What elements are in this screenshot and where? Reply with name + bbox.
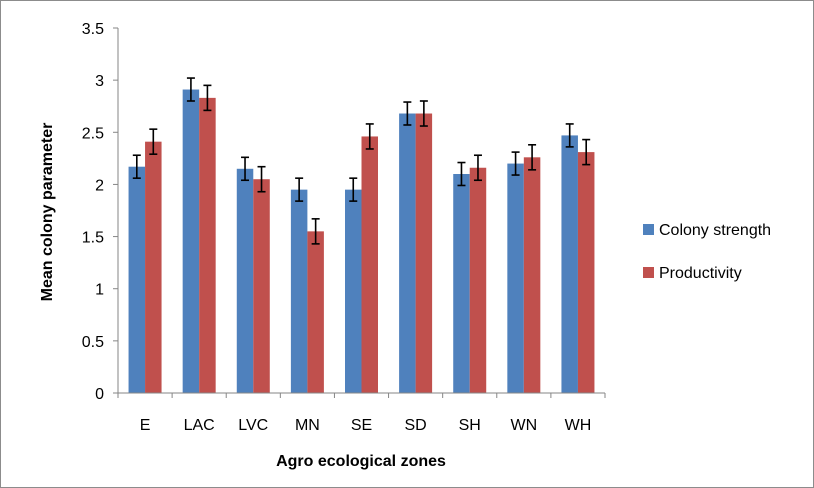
x-tick-label-se: SE bbox=[351, 417, 372, 434]
legend-label-productivity: Productivity bbox=[659, 265, 742, 282]
legend-swatch-colony-strength bbox=[643, 224, 654, 235]
y-tick-label: 3.5 bbox=[82, 21, 104, 38]
legend: Colony strength Productivity bbox=[643, 222, 771, 282]
y-tick-label: 0.5 bbox=[82, 334, 104, 351]
bar-colony-strength-wh bbox=[561, 135, 578, 393]
legend-swatch-productivity bbox=[643, 267, 654, 278]
x-tick-label-wh: WH bbox=[565, 417, 592, 434]
y-tick-label: 2 bbox=[95, 177, 104, 194]
bar-colony-strength-se bbox=[345, 189, 362, 393]
bar-colony-strength-wn bbox=[507, 163, 524, 393]
bar-colony-strength-mn bbox=[290, 189, 308, 393]
y-tick-label: 0 bbox=[95, 386, 104, 403]
bar-productivity-sd bbox=[415, 113, 433, 393]
bar-colony-strength-lvc bbox=[236, 168, 254, 393]
bar-productivity-e bbox=[145, 141, 162, 393]
x-tick-label-e: E bbox=[140, 417, 151, 434]
x-axis-title: Agro ecological zones bbox=[276, 453, 446, 470]
bar-productivity-se bbox=[361, 136, 378, 393]
y-tick-label: 1 bbox=[95, 282, 104, 299]
y-tick-label: 1.5 bbox=[82, 230, 104, 247]
x-tick-label-wn: WN bbox=[511, 417, 538, 434]
bar-productivity-wn bbox=[523, 157, 541, 393]
bar-colony-strength-sh bbox=[453, 174, 470, 393]
bar-productivity-wh bbox=[577, 152, 595, 393]
bars-layer bbox=[128, 77, 595, 394]
bar-colony-strength-e bbox=[128, 166, 146, 393]
x-tick-label-lac: LAC bbox=[184, 417, 215, 434]
bar-productivity-sh bbox=[469, 167, 487, 393]
bar-productivity-lvc bbox=[253, 179, 270, 393]
y-tick-label: 3 bbox=[95, 73, 104, 90]
legend-label-colony-strength: Colony strength bbox=[659, 222, 771, 239]
ticks-layer: 0 0.5 1 1.5 2 2.5 3 3.5 E LAC LVC MN SE SD SH WN WH bbox=[82, 21, 606, 434]
bar-productivity-mn bbox=[307, 231, 324, 393]
y-tick-label: 2.5 bbox=[82, 125, 104, 142]
axes-layer bbox=[117, 28, 605, 394]
bar-colony-strength-lac bbox=[182, 89, 200, 394]
x-tick-label-mn: MN bbox=[295, 417, 320, 434]
x-tick-label-sd: SD bbox=[404, 417, 426, 434]
bar-colony-strength-sd bbox=[399, 113, 416, 393]
x-tick-label-lvc: LVC bbox=[238, 417, 268, 434]
y-axis-title: Mean colony parameter bbox=[39, 123, 56, 302]
bar-productivity-lac bbox=[199, 97, 216, 393]
x-tick-label-sh: SH bbox=[459, 417, 481, 434]
